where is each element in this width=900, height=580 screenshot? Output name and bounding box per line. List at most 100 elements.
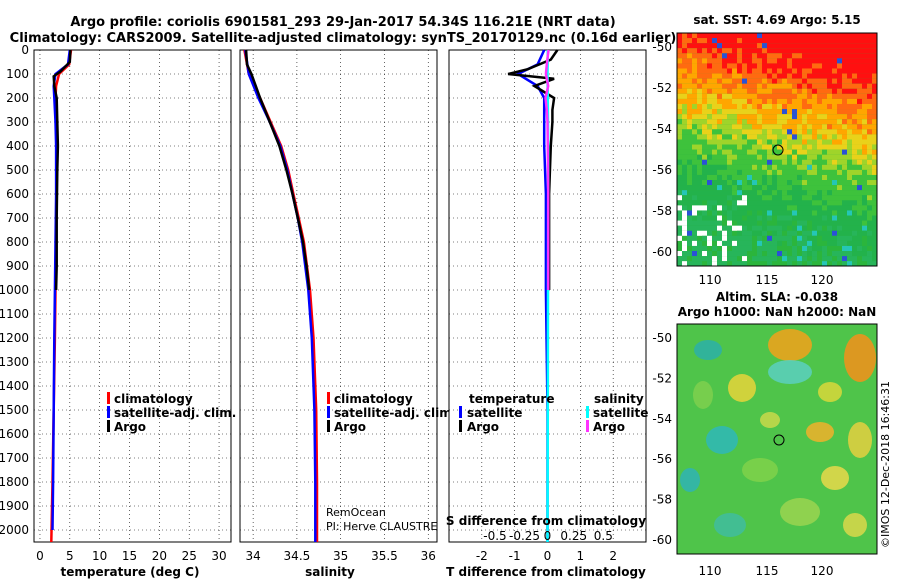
sst-cell [702, 144, 707, 150]
sst-cell [682, 174, 687, 181]
sst-cell [807, 38, 812, 44]
sst-cell [767, 63, 772, 69]
sst-cell [862, 180, 867, 186]
sst-cell [852, 73, 857, 79]
sst-cell [757, 149, 762, 155]
legend-temp-argo-label: Argo [467, 420, 499, 434]
sst-cell [692, 240, 697, 246]
legend-argo-swatch [107, 420, 110, 432]
sst-cell [702, 225, 707, 231]
sst-cell [737, 48, 742, 54]
sst-cell [692, 164, 697, 170]
sst-cell [762, 256, 767, 262]
sst-cell [717, 205, 722, 211]
s-difference-axis-label: S difference from climatology [446, 514, 646, 528]
sst-cell [687, 235, 692, 241]
sst-cell [847, 103, 852, 110]
sst-cell [677, 190, 682, 196]
sst-cell [682, 98, 687, 105]
sst-cell [827, 83, 832, 89]
sst-cell [732, 245, 737, 252]
sst-cell [812, 124, 817, 130]
sst-cell [767, 124, 772, 130]
sst-cell [852, 129, 857, 135]
sst-cell [727, 251, 732, 257]
sst-cell [787, 68, 792, 74]
sst-cell [802, 119, 807, 125]
sst-cell [852, 124, 857, 130]
sst-cell [737, 144, 742, 150]
sst-cell [822, 103, 827, 110]
sst-cell [677, 251, 682, 257]
sst-cell [807, 129, 812, 135]
sst-cell [717, 149, 722, 155]
sst-cell [872, 210, 877, 216]
sst-cell [797, 58, 802, 64]
sst-cell [832, 134, 837, 140]
sst-cell [797, 200, 802, 206]
sst-cell [782, 149, 787, 155]
sst-cell [832, 149, 837, 155]
sst-cell [742, 58, 747, 64]
sst-cell [777, 109, 782, 115]
sst-cell [827, 240, 832, 246]
sst-cell [817, 53, 822, 59]
sst-cell [867, 63, 872, 69]
sst-cell [827, 68, 832, 74]
sst-cell [847, 98, 852, 105]
sst-cell [702, 210, 707, 216]
sst-cell [782, 169, 787, 175]
sst-cell [757, 103, 762, 110]
sst-cell [737, 38, 742, 44]
sst-cell [697, 185, 702, 191]
sst-cell [827, 119, 832, 125]
sst-cell [782, 235, 787, 241]
sst-cell [767, 240, 772, 246]
sst-cell [752, 38, 757, 44]
sst-cell [752, 230, 757, 236]
sst-cell [707, 200, 712, 206]
sst-cell [762, 33, 767, 39]
sst-cell [677, 109, 682, 115]
sst-cell [717, 88, 722, 94]
sst-cell [717, 139, 722, 145]
sst-cell [692, 83, 697, 89]
sst-cell [722, 235, 727, 241]
sst-cell [872, 185, 877, 191]
x-tick-label: -1 [509, 549, 521, 563]
sst-cell [697, 154, 702, 160]
sst-cell [762, 195, 767, 201]
sst-cell [732, 33, 737, 39]
sst-cell [762, 210, 767, 216]
sst-cell [757, 174, 762, 181]
sst-cell [707, 159, 712, 165]
sst-cell [872, 180, 877, 186]
sla-anomaly-blob [806, 422, 834, 442]
sst-cell [847, 200, 852, 206]
sst-cell [797, 63, 802, 69]
sst-cell [757, 251, 762, 257]
sst-cell [697, 78, 702, 84]
sst-cell [807, 164, 812, 170]
sst-cell [832, 215, 837, 221]
sst-cell [832, 119, 837, 125]
sst-cell [707, 190, 712, 196]
sst-cell [827, 43, 832, 49]
sst-cell [867, 210, 872, 216]
sst-cell [837, 174, 842, 181]
sst-cell [777, 154, 782, 160]
sst-cell [702, 134, 707, 140]
sst-cell [737, 43, 742, 49]
sst-cell [857, 103, 862, 110]
sst-cell [722, 83, 727, 89]
sst-cell [822, 205, 827, 211]
sst-cell [792, 33, 797, 39]
map-x-tick-label: 115 [756, 564, 779, 578]
sst-cell [717, 256, 722, 262]
sst-cell [867, 53, 872, 59]
sst-cell [682, 164, 687, 170]
sst-cell [727, 230, 732, 236]
sst-cell [847, 230, 852, 236]
sst-cell [697, 43, 702, 49]
sst-cell [827, 235, 832, 241]
